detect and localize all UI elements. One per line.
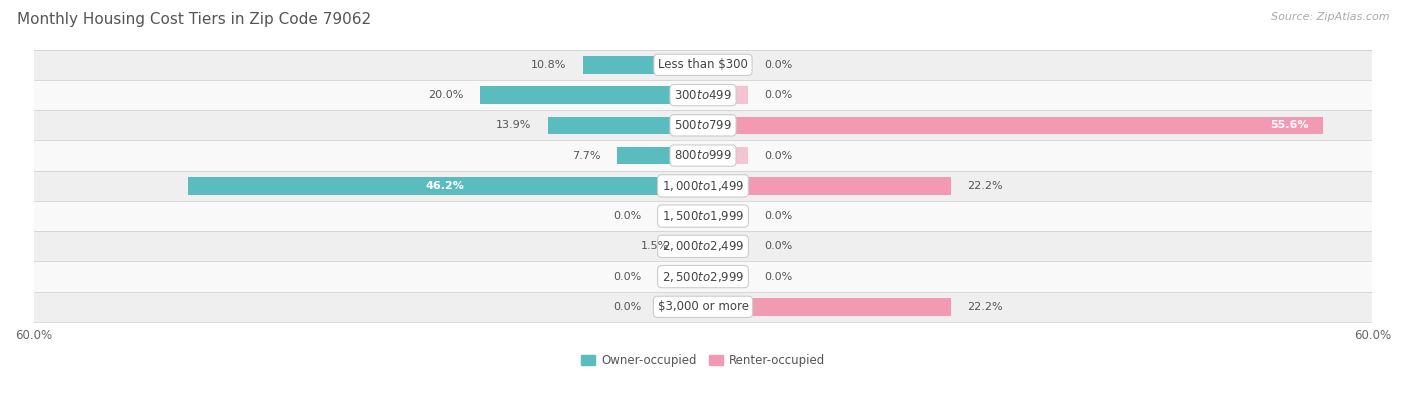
Text: 0.0%: 0.0% [613, 271, 641, 282]
Bar [34, 171, 1372, 201]
Text: 0.0%: 0.0% [765, 271, 793, 282]
Text: 20.0%: 20.0% [427, 90, 463, 100]
Text: Less than $300: Less than $300 [658, 59, 748, 71]
Bar [703, 86, 748, 104]
Text: $3,000 or more: $3,000 or more [658, 300, 748, 313]
Bar [34, 292, 1372, 322]
Bar [34, 50, 1372, 80]
Text: 0.0%: 0.0% [765, 90, 793, 100]
Text: 0.0%: 0.0% [765, 211, 793, 221]
Bar [34, 201, 1372, 231]
Text: $2,500 to $2,999: $2,500 to $2,999 [662, 270, 744, 283]
Text: 13.9%: 13.9% [496, 120, 531, 130]
Text: 0.0%: 0.0% [613, 211, 641, 221]
Text: 1.5%: 1.5% [641, 242, 669, 251]
Text: 22.2%: 22.2% [967, 302, 1002, 312]
Bar [34, 80, 1372, 110]
Bar [703, 56, 748, 73]
Text: $500 to $799: $500 to $799 [673, 119, 733, 132]
Text: 55.6%: 55.6% [1271, 120, 1309, 130]
Bar [34, 261, 1372, 292]
Bar [703, 208, 748, 225]
Text: $1,000 to $1,499: $1,000 to $1,499 [662, 179, 744, 193]
Bar [703, 268, 748, 286]
Bar [703, 147, 748, 164]
Bar [479, 86, 703, 104]
Text: $300 to $499: $300 to $499 [673, 88, 733, 102]
Bar [548, 117, 703, 134]
Bar [658, 298, 703, 316]
Bar [686, 237, 703, 255]
Text: 46.2%: 46.2% [426, 181, 465, 191]
Text: 0.0%: 0.0% [765, 60, 793, 70]
Bar [703, 298, 950, 316]
Text: Monthly Housing Cost Tiers in Zip Code 79062: Monthly Housing Cost Tiers in Zip Code 7… [17, 12, 371, 27]
Bar [703, 177, 950, 195]
Bar [582, 56, 703, 73]
Text: 7.7%: 7.7% [572, 151, 600, 161]
Bar [34, 231, 1372, 261]
Text: 0.0%: 0.0% [765, 151, 793, 161]
Text: Source: ZipAtlas.com: Source: ZipAtlas.com [1271, 12, 1389, 22]
Bar [658, 268, 703, 286]
Bar [703, 117, 1323, 134]
Legend: Owner-occupied, Renter-occupied: Owner-occupied, Renter-occupied [581, 354, 825, 367]
Bar [34, 110, 1372, 140]
Text: 0.0%: 0.0% [613, 302, 641, 312]
Text: $1,500 to $1,999: $1,500 to $1,999 [662, 209, 744, 223]
Bar [34, 140, 1372, 171]
Bar [187, 177, 703, 195]
Text: 10.8%: 10.8% [530, 60, 565, 70]
Text: $800 to $999: $800 to $999 [673, 149, 733, 162]
Bar [703, 237, 748, 255]
Bar [617, 147, 703, 164]
Bar [658, 208, 703, 225]
Text: 22.2%: 22.2% [967, 181, 1002, 191]
Text: 0.0%: 0.0% [765, 242, 793, 251]
Text: $2,000 to $2,499: $2,000 to $2,499 [662, 239, 744, 253]
